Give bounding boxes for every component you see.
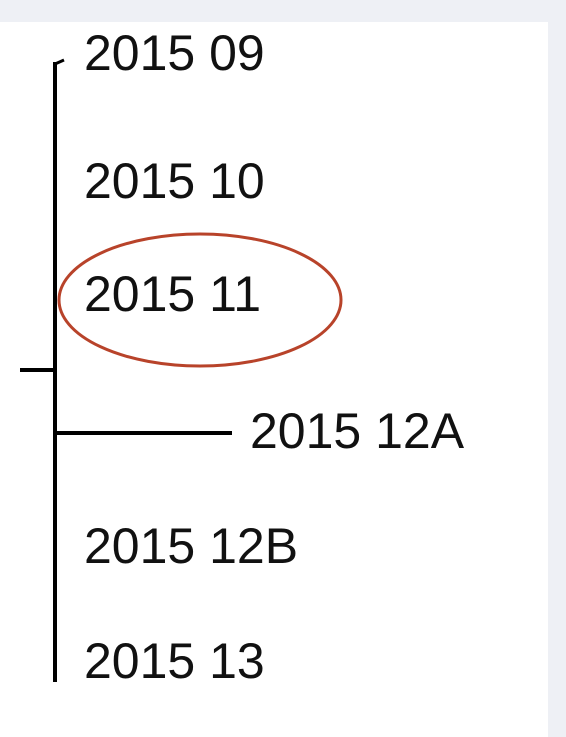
node-label: 2015 10 [84,153,265,209]
node-label: 2015 12A [250,403,465,459]
node-label: 2015 13 [84,633,265,689]
node-label: 2015 11 [84,266,261,322]
canvas [0,22,548,737]
top-tick [54,58,65,66]
node-label: 2015 12B [84,518,298,574]
highlight-ellipse [57,232,343,368]
node-label: 2015 09 [84,25,265,81]
